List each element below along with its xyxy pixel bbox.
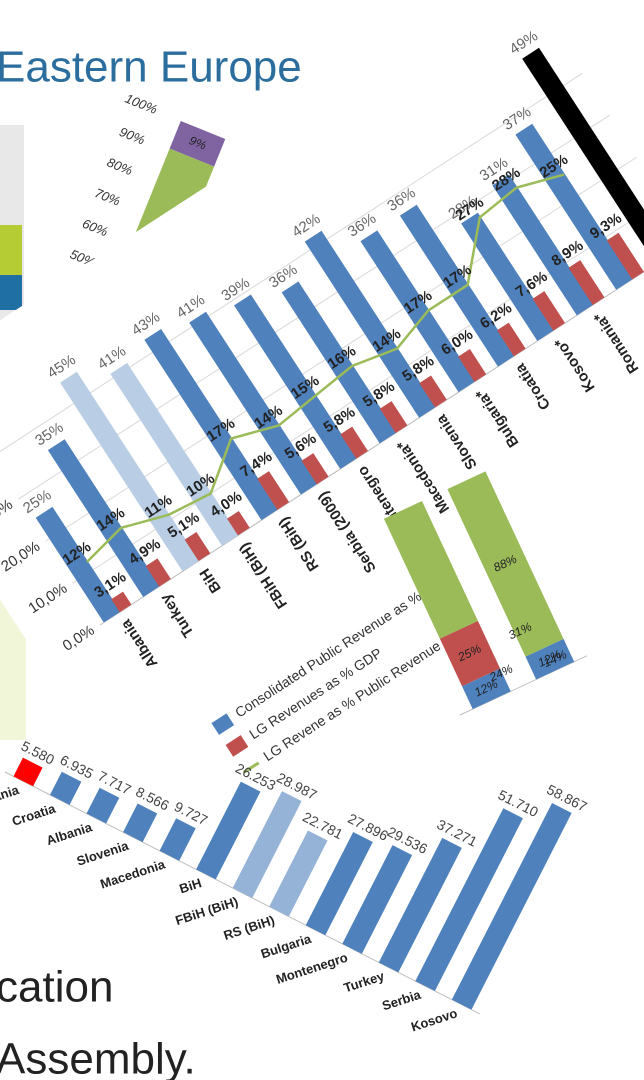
slide-text: cation (0, 963, 113, 1012)
slide-text: Assembly. (0, 1035, 196, 1080)
bar-segment (462, 668, 511, 710)
bar (419, 375, 447, 408)
bar (492, 174, 594, 316)
bar (232, 791, 302, 898)
bar (49, 771, 82, 805)
bar (451, 802, 572, 1010)
bar (47, 439, 160, 597)
bar-segment (169, 120, 226, 167)
bar (60, 371, 200, 572)
bar (184, 531, 211, 562)
bar (497, 322, 526, 357)
bar (340, 426, 368, 459)
bar (234, 294, 358, 469)
bar-segment (525, 638, 575, 680)
bar (196, 781, 261, 880)
chart-revenue: 0,0%10,0%20,0%30,0%40,0%AlbaniaTurkeyBiH… (0, 0, 644, 881)
bar (86, 787, 120, 824)
bar (189, 311, 318, 495)
bar (360, 230, 476, 393)
legend-swatch (211, 713, 235, 735)
bar (342, 845, 413, 954)
panel-fragment (0, 225, 22, 275)
bar (458, 349, 487, 382)
bar (301, 453, 329, 485)
bar-segment (383, 501, 478, 639)
bar (304, 230, 436, 418)
bar (378, 837, 462, 973)
line (86, 173, 565, 563)
bar (379, 401, 408, 434)
bar (144, 328, 279, 521)
bar (145, 558, 171, 587)
bar (159, 818, 196, 861)
chart-background (0, 0, 644, 881)
bar (13, 757, 43, 787)
data-label: 9% (187, 133, 209, 153)
bar (568, 260, 605, 306)
bar (35, 506, 121, 623)
bar (532, 291, 566, 331)
bar (399, 204, 515, 367)
x-tick-label: BiH (177, 875, 203, 896)
chart-stacked-b: 12%25% 12%88%31%24%14% (383, 471, 588, 716)
bar-segment (439, 620, 501, 687)
slide-title: Eastern Europe (0, 43, 302, 92)
legend-swatch (225, 735, 249, 757)
bar-segment (447, 471, 564, 657)
bar (227, 511, 250, 536)
bar (305, 832, 373, 936)
bar (123, 803, 158, 843)
bar (515, 123, 633, 290)
bar (606, 232, 644, 280)
bar (281, 281, 397, 444)
bar (257, 471, 290, 510)
legend-swatch (242, 761, 260, 774)
bar (269, 830, 328, 917)
bar (522, 47, 644, 265)
bar (111, 591, 132, 613)
bar (110, 362, 239, 546)
bar (415, 808, 523, 992)
bar (461, 212, 555, 341)
panel-fragment (0, 275, 22, 310)
